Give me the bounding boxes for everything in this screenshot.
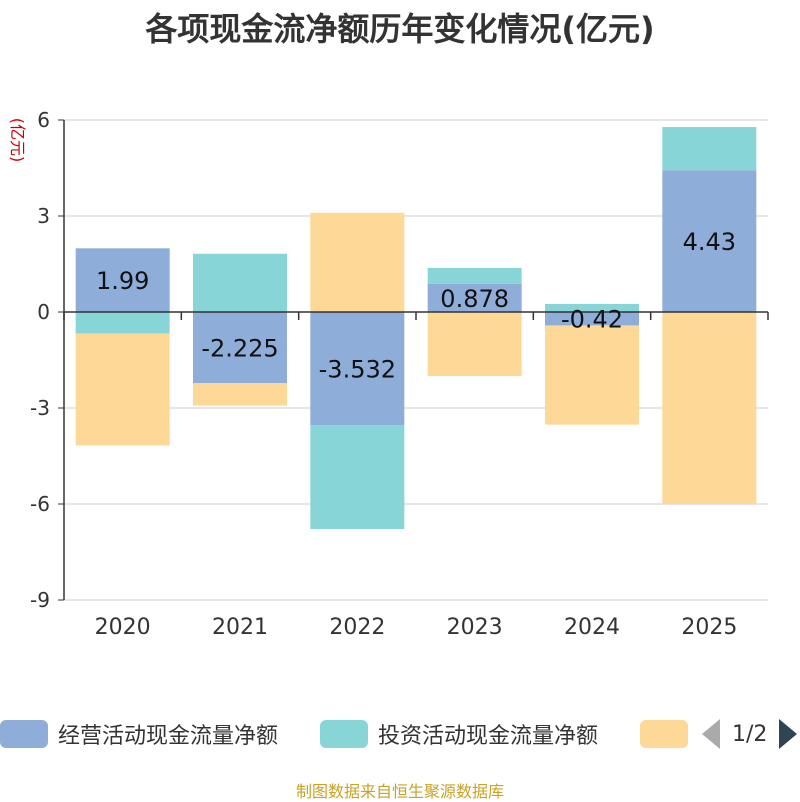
- source-note: 制图数据来自恒生聚源数据库: [295, 782, 504, 801]
- bar-2024-series-2: [545, 325, 639, 425]
- bar-2021-series-1: [193, 253, 287, 312]
- bar-2024-series-1: [545, 304, 639, 312]
- axes: -9 -6 -3 0 3 6 2020 2021 2022 2023 2024 2025: [30, 108, 769, 640]
- data-label: 0.878: [440, 285, 509, 313]
- y-tick-label: 0: [37, 300, 50, 324]
- legend-label-operating: 经营活动现金流量净额: [58, 724, 279, 749]
- data-label: 4.43: [683, 228, 736, 256]
- chart-title: 各项现金流净额历年变化情况(亿元): [145, 10, 655, 48]
- y-tick-label: 3: [37, 204, 50, 228]
- legend-item-investing[interactable]: 投资活动现金流量净额: [320, 716, 598, 752]
- bar-2020-series-1: [75, 312, 170, 334]
- y-tick-label: -3: [30, 396, 50, 420]
- y-tick-label: -6: [30, 492, 50, 516]
- x-tick-label: 2020: [95, 615, 151, 640]
- data-labels: 1.99 -2.225 -3.532 0.878 -0.42 4.43: [96, 228, 736, 383]
- legend-swatch-financing: [640, 720, 688, 748]
- bar-2025-series-2: [662, 312, 757, 504]
- bars: [75, 127, 757, 530]
- bar-2023-series-0: [427, 283, 522, 312]
- data-label: -3.532: [319, 356, 396, 384]
- bar-2023-series-1: [427, 267, 522, 284]
- x-tick-label: 2025: [681, 615, 737, 640]
- bar-2022-series-1: [310, 425, 405, 530]
- legend-pager: 1/2: [702, 716, 798, 752]
- bar-2021-series-2: [193, 383, 287, 406]
- legend-item-financing[interactable]: [640, 716, 688, 752]
- bar-2022-series-0: [310, 312, 405, 426]
- next-page-icon[interactable]: [779, 719, 798, 749]
- bar-2025-series-1: [662, 127, 757, 171]
- bar-2022-series-2: [310, 212, 405, 312]
- prev-page-icon[interactable]: [702, 719, 720, 749]
- x-tick-label: 2022: [329, 615, 385, 640]
- y-tick-label: -9: [30, 588, 50, 612]
- bar-2023-series-2: [427, 312, 522, 376]
- x-tick-label: 2023: [447, 615, 503, 640]
- x-tick-label: 2024: [564, 615, 620, 640]
- legend-label-investing: 投资活动现金流量净额: [378, 724, 599, 749]
- legend-swatch-operating: [0, 720, 48, 748]
- y-axis-label: (亿元): [8, 118, 27, 163]
- y-tick-label: 6: [37, 108, 50, 132]
- bar-2020-series-2: [75, 333, 170, 446]
- bar-2024-series-0: [545, 312, 639, 326]
- legend-swatch-investing: [320, 720, 368, 748]
- data-label: -2.225: [201, 335, 278, 363]
- bar-2020-series-0: [75, 248, 170, 312]
- legend-page-indicator: 1/2: [732, 721, 768, 747]
- bar-2021-series-0: [193, 312, 287, 384]
- data-label: 1.99: [96, 267, 149, 295]
- data-label: -0.42: [561, 306, 623, 334]
- legend-item-operating[interactable]: 经营活动现金流量净额: [0, 716, 278, 752]
- x-tick-label: 2021: [212, 615, 268, 640]
- bar-2025-series-0: [662, 170, 757, 312]
